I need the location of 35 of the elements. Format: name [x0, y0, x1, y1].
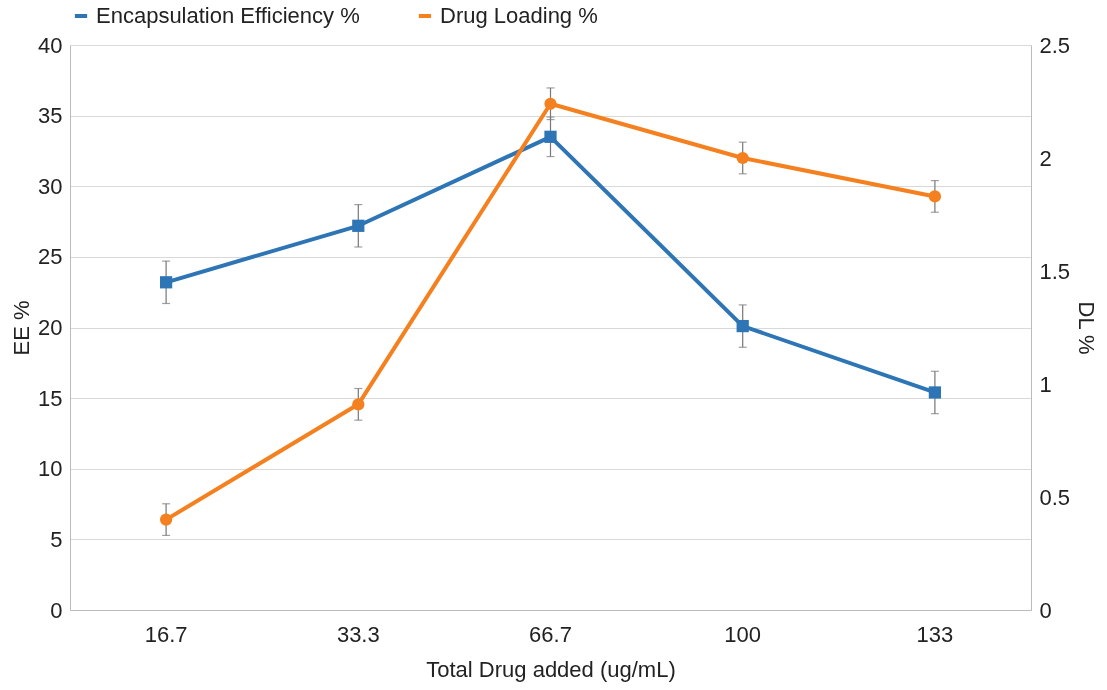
y-tick-label: 35 [38, 103, 63, 129]
y-tick-label: 30 [38, 173, 63, 199]
legend-label: Drug Loading % [440, 3, 598, 28]
y2-tick-label: 0.5 [1039, 484, 1071, 510]
y-tick-label: 20 [38, 315, 63, 340]
point [544, 97, 557, 110]
point [928, 190, 942, 203]
y-tick-label: 15 [38, 385, 63, 411]
y-tick-label: 40 [38, 32, 63, 58]
x-tick-label: 33.3 [336, 621, 380, 647]
point [352, 398, 365, 411]
point [736, 319, 749, 333]
point [736, 151, 749, 165]
x-tick-label: 66.7 [529, 621, 572, 647]
point [159, 513, 173, 526]
x-axis-title: Total Drug added (ug/mL) [426, 656, 676, 682]
x-tick-label: 16.7 [144, 621, 188, 647]
y-tick-label: 5 [50, 526, 63, 552]
legend-label: Encapsulation Efficiency % [96, 3, 360, 28]
y2-tick-label: 0 [1039, 597, 1052, 623]
y2-tick-label: 2.5 [1039, 32, 1071, 58]
y-tick-label: 0 [50, 597, 63, 623]
x-tick-label: 100 [724, 621, 762, 647]
y-axis-title: EE % [9, 300, 35, 356]
y2-tick-label: 2 [1039, 145, 1052, 171]
y2-tick-label: 1 [1039, 371, 1052, 397]
y-tick-label: 25 [38, 244, 63, 270]
point [544, 130, 557, 143]
x-tick-label: 133 [916, 621, 954, 647]
point [159, 276, 173, 289]
y2-tick-label: 1.5 [1039, 258, 1071, 284]
point [928, 386, 942, 399]
y2-axis-title: DL % [1074, 301, 1100, 355]
point [352, 219, 365, 232]
y-tick-label: 10 [38, 456, 63, 482]
